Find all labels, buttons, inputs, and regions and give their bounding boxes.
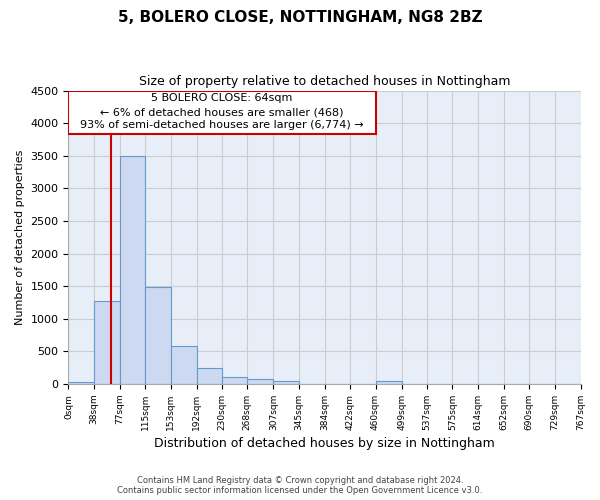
Bar [145, 288, 170, 384]
Bar [247, 379, 274, 384]
Bar [68, 382, 94, 384]
Bar [94, 301, 120, 384]
Bar [197, 368, 222, 384]
Bar [68, 90, 376, 134]
Text: 5 BOLERO CLOSE: 64sqm: 5 BOLERO CLOSE: 64sqm [151, 94, 293, 104]
Bar [222, 377, 247, 384]
Bar [120, 156, 145, 384]
Y-axis label: Number of detached properties: Number of detached properties [15, 150, 25, 325]
Text: Contains HM Land Registry data © Crown copyright and database right 2024.
Contai: Contains HM Land Registry data © Crown c… [118, 476, 482, 495]
Bar [376, 380, 401, 384]
Bar [274, 380, 299, 384]
Text: 5, BOLERO CLOSE, NOTTINGHAM, NG8 2BZ: 5, BOLERO CLOSE, NOTTINGHAM, NG8 2BZ [118, 10, 482, 25]
Bar [170, 346, 197, 384]
X-axis label: Distribution of detached houses by size in Nottingham: Distribution of detached houses by size … [154, 437, 495, 450]
Text: 93% of semi-detached houses are larger (6,774) →: 93% of semi-detached houses are larger (… [80, 120, 364, 130]
Text: ← 6% of detached houses are smaller (468): ← 6% of detached houses are smaller (468… [100, 107, 344, 117]
Title: Size of property relative to detached houses in Nottingham: Size of property relative to detached ho… [139, 75, 510, 88]
